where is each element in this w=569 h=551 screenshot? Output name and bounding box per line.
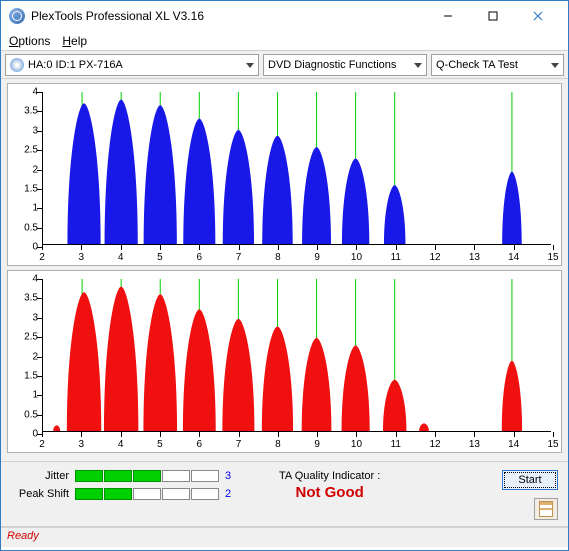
menu-options[interactable]: Options [9,34,50,48]
bottom-panel: Jitter 3 Peak Shift 2 TA Quality Indicat… [1,461,568,526]
jitter-value: 3 [225,470,239,482]
titlebar: PlexTools Professional XL V3.16 [1,1,568,31]
test-select[interactable]: Q-Check TA Test [431,54,564,76]
chart-area: 00.511.522.533.5423456789101112131415 00… [1,79,568,461]
report-button[interactable] [534,498,558,520]
mode-label: DVD Diagnostic Functions [268,59,396,71]
device-label: HA:0 ID:1 PX-716A [28,59,123,71]
test-label: Q-Check TA Test [436,59,518,71]
jitter-boxes [75,470,219,482]
window-title: PlexTools Professional XL V3.16 [31,9,204,23]
jitter-label: Jitter [11,470,69,482]
status-bar: Ready [1,527,568,547]
menu-help[interactable]: Help [62,34,87,48]
maximize-button[interactable] [470,2,515,31]
app-icon [9,8,25,24]
peakshift-boxes [75,488,219,500]
jitter-row: Jitter 3 [11,470,239,482]
mode-select[interactable]: DVD Diagnostic Functions [263,54,427,76]
quality-indicator: TA Quality Indicator : Not Good [279,470,380,501]
quality-label: TA Quality Indicator : [279,470,380,482]
peakshift-value: 2 [225,488,239,500]
chart-top: 00.511.522.533.5423456789101112131415 [7,83,562,266]
start-button[interactable]: Start [502,470,558,490]
peakshift-row: Peak Shift 2 [11,488,239,500]
quality-value: Not Good [279,484,380,501]
disc-icon [10,58,24,72]
minimize-button[interactable] [425,2,470,31]
toolbar: HA:0 ID:1 PX-716A DVD Diagnostic Functio… [1,51,568,79]
chart-bottom: 00.511.522.533.5423456789101112131415 [7,270,562,453]
meters: Jitter 3 Peak Shift 2 [11,470,239,500]
peakshift-label: Peak Shift [11,488,69,500]
menubar: Options Help [1,31,568,51]
device-select[interactable]: HA:0 ID:1 PX-716A [5,54,259,76]
close-button[interactable] [515,2,560,31]
